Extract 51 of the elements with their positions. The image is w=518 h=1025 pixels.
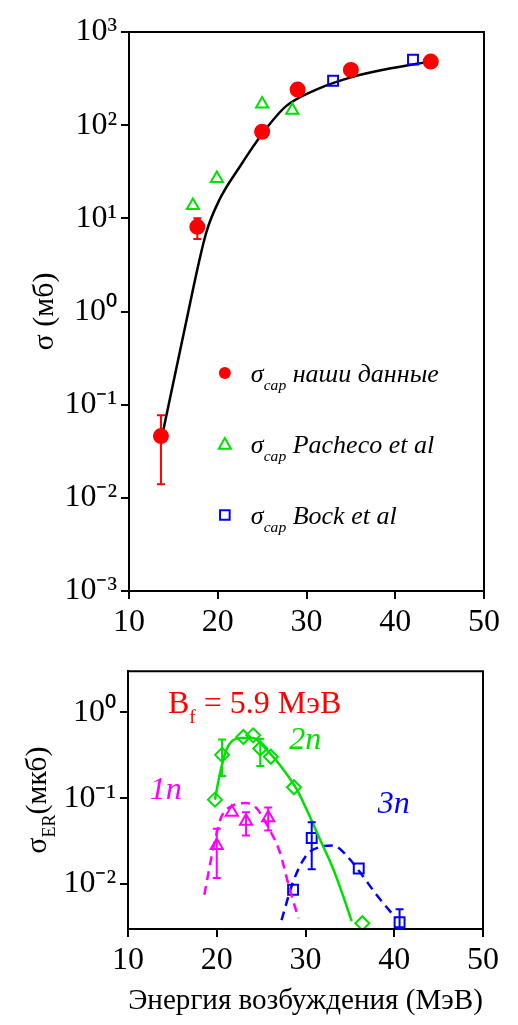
- point: [305, 832, 318, 845]
- point: [209, 170, 224, 183]
- y-tick-label: 10⁻¹: [64, 384, 117, 421]
- y-tick-label: 10⁻¹: [63, 777, 116, 814]
- x-axis-title: Энергия возбуждения (МэВ): [128, 982, 483, 1016]
- point: [245, 727, 262, 744]
- x-tick-label: 40: [378, 939, 411, 976]
- point: [289, 81, 306, 98]
- point: [214, 746, 231, 763]
- y-tick-label: 10²: [75, 104, 117, 141]
- point: [254, 123, 271, 140]
- point: [287, 883, 300, 896]
- point: [393, 916, 406, 929]
- point: [342, 61, 359, 78]
- point: [262, 748, 279, 765]
- point: [285, 779, 302, 796]
- line-series: [203, 801, 300, 920]
- x-tick-label: 30: [289, 939, 322, 976]
- point: [209, 837, 224, 850]
- y-tick-label: 10⁰: [73, 691, 116, 728]
- point: [422, 53, 439, 70]
- y-tick-label: 10³: [75, 11, 117, 48]
- point: [206, 791, 223, 808]
- y-tick-label: 10⁰: [74, 290, 117, 327]
- x-tick-label: 20: [201, 601, 234, 638]
- y-axis-title: σER(мкб): [19, 746, 59, 854]
- y-axis-title: σ (мб): [26, 272, 60, 351]
- point: [255, 95, 270, 109]
- x-tick-label: 50: [468, 601, 500, 638]
- x-tick-label: 50: [467, 939, 499, 976]
- point: [235, 728, 252, 745]
- x-tick-label: 10: [112, 939, 144, 976]
- x-tick-label: 40: [379, 601, 412, 638]
- y-tick-label: 10¹: [75, 197, 117, 234]
- series-label: 3n: [376, 784, 410, 821]
- x-tick-label: 30: [290, 601, 323, 638]
- point: [352, 862, 365, 875]
- point: [185, 197, 200, 211]
- point: [354, 915, 371, 929]
- point: [407, 53, 419, 66]
- series-label: 2n: [289, 720, 322, 757]
- point: [327, 74, 340, 87]
- series-label: 1n: [149, 770, 182, 807]
- point: [285, 102, 300, 115]
- y-tick-label: 10⁻²: [63, 863, 116, 900]
- y-tick-label: 10⁻²: [64, 477, 117, 514]
- point: [238, 813, 254, 826]
- x-tick-label: 20: [200, 939, 233, 976]
- point: [224, 804, 239, 817]
- point: [261, 809, 276, 823]
- point: [252, 740, 269, 757]
